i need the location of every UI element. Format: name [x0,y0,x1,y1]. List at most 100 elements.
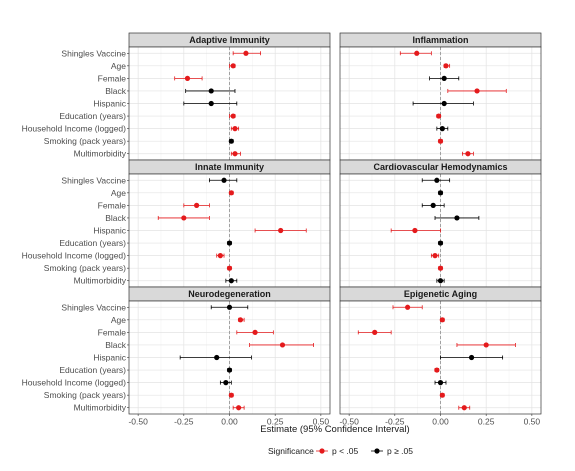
estimate-point [226,265,233,271]
panel-title: Epigenetic Aging [404,289,477,299]
x-axis-title: Estimate (95% Confidence Interval) [260,424,409,435]
estimate-point [184,75,191,81]
estimate-point [214,354,220,361]
estimate-point [226,304,233,310]
category-label: Shingles Vaccine [61,48,126,58]
x-tick-label: -0.50 [128,417,148,427]
panel-title: Cardiovascular Hemodynamics [373,162,507,172]
estimate-point [432,253,438,259]
estimate-point [230,113,236,119]
category-label: Age [111,315,126,325]
x-tick-label: -0.25 [174,417,194,427]
estimate-point [443,63,449,69]
estimate-point [441,100,447,107]
estimate-point [439,392,445,398]
category-label: Black [105,86,127,96]
category-label: Education (years) [59,111,126,121]
x-tick-label: 0.00 [221,417,238,427]
estimate-point [181,215,187,221]
category-label: Black [105,213,127,223]
x-tick-label: 0.50 [313,417,330,427]
category-label: Hispanic [93,226,126,236]
category-label: Hispanic [93,99,126,109]
x-tick-label: 0.50 [524,417,541,427]
category-label: Female [98,73,127,83]
estimate-point [454,215,460,221]
estimate-point [430,202,436,208]
category-label: Shingles Vaccine [61,175,126,185]
estimate-point [437,278,444,284]
estimate-point [279,342,286,348]
panel-inflammation: Inflammation [339,32,542,161]
category-label: Hispanic [93,353,126,363]
panel-cardiovascular-hemodynamics: Cardiovascular Hemodynamics [339,159,542,288]
category-label: Education (years) [59,365,126,375]
estimate-point [194,202,200,208]
estimate-point [243,50,249,56]
estimate-point [437,265,444,271]
category-label: Female [98,200,127,210]
estimate-point [465,151,471,157]
estimate-point [252,329,258,335]
estimate-point [208,100,214,107]
estimate-point [236,405,242,411]
panel-innate-immunity: Innate Immunity Shingles Vaccine Age Female… [22,159,331,288]
estimate-point [228,190,234,196]
estimate-point [228,278,234,284]
estimate-point [412,227,418,234]
estimate-point [226,240,233,246]
panel-adaptive-immunity: Adaptive Immunity Shingles Vaccine Age Fema… [22,32,331,161]
legend-label: p ≥ .05 [387,446,413,456]
panel-title: Neurodegeneration [188,289,271,299]
estimate-point [439,317,445,323]
category-label: Age [111,188,126,198]
category-label: Age [111,61,126,71]
category-label: Household Income (logged) [22,251,127,261]
category-label: Female [98,327,127,337]
category-label: Multimorbidity [74,403,127,413]
panel-epigenetic-aging: Epigenetic Aging -0.50 -0.25 0.00 0.25 0.50 [339,286,542,427]
x-tick-label: -0.25 [385,417,405,427]
estimate-point [278,227,284,234]
x-tick-label: 0.25 [267,417,284,427]
legend-label: p < .05 [332,446,359,456]
estimate-point [414,50,420,56]
estimate-point [441,75,447,81]
category-label: Education (years) [59,238,126,248]
estimate-point [474,88,480,94]
x-tick-label: 0.00 [432,417,449,427]
estimate-point [434,177,440,183]
category-label: Multimorbidity [74,149,127,159]
estimate-point [483,342,489,348]
estimate-point [437,190,444,196]
category-label: Black [105,340,127,350]
estimate-point [221,177,227,183]
category-label: Smoking (pack years) [44,263,126,273]
estimate-point [223,380,229,386]
x-tick-label: 0.25 [478,417,495,427]
estimate-point [461,405,467,411]
legend-title: Significance [268,446,314,456]
estimate-point [405,304,411,310]
panel-title: Adaptive Immunity [189,35,270,45]
category-label: Smoking (pack years) [44,136,126,146]
estimate-point [468,354,475,361]
estimate-point [437,240,444,246]
estimate-point [237,317,244,323]
legend-key-point [374,448,380,454]
category-label: Smoking (pack years) [44,390,126,400]
estimate-point [437,138,444,144]
estimate-point [439,126,445,132]
estimate-point [437,380,444,386]
x-tick-label: -0.50 [339,417,359,427]
estimate-point [228,392,234,398]
estimate-point [434,367,440,373]
estimate-point [232,151,238,157]
panel-title: Inflammation [412,35,468,45]
panel-title: Innate Immunity [195,162,264,172]
category-label: Multimorbidity [74,276,127,286]
estimate-point [226,367,233,373]
estimate-point [232,126,238,132]
